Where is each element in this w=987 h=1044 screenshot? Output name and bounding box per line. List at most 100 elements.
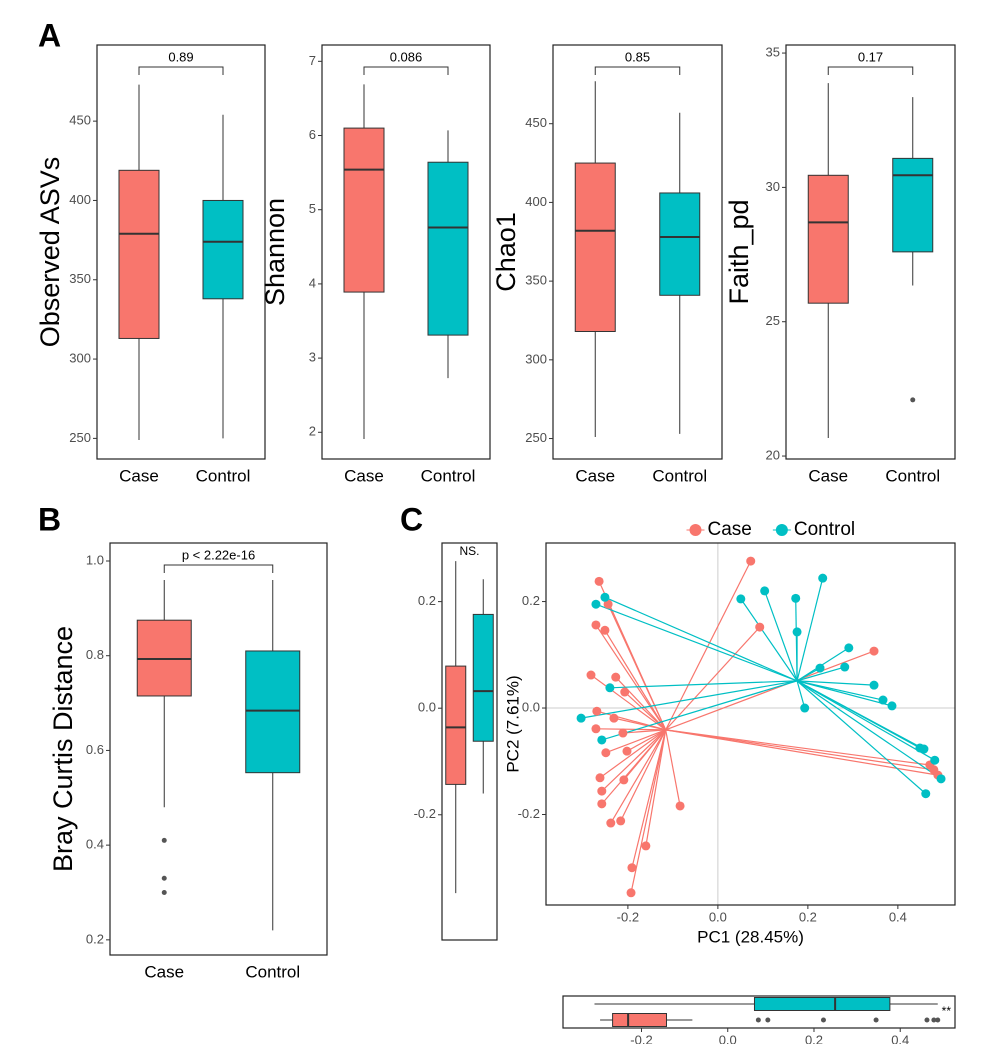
point — [736, 594, 746, 604]
y-axis-label: PC2 (7.61%) — [503, 675, 522, 772]
spider-segment — [605, 729, 666, 754]
point — [586, 670, 596, 680]
plot-frame — [441, 542, 498, 941]
y-tick-label: 20 — [766, 447, 780, 462]
point — [597, 799, 607, 809]
box — [612, 1013, 667, 1027]
legend-key — [775, 524, 788, 536]
point — [606, 818, 616, 828]
point — [616, 816, 626, 826]
spider-segment — [797, 680, 875, 686]
outlier — [935, 1017, 941, 1023]
y-tick-label: 2 — [309, 424, 316, 439]
y-tick-label: 450 — [525, 115, 547, 130]
plot-frame — [545, 542, 956, 906]
x-tick-label: Case — [808, 466, 848, 485]
x-tick-label: 0.4 — [889, 909, 907, 924]
point — [591, 620, 601, 630]
spider-segment — [764, 590, 798, 682]
legend-label: Case — [708, 519, 752, 540]
y-tick-label: 300 — [525, 351, 547, 366]
spider-segment — [796, 680, 925, 750]
plot-frame — [552, 44, 723, 460]
spider-segment — [604, 596, 798, 682]
spider-segment — [630, 729, 667, 893]
point — [597, 786, 607, 796]
point — [869, 646, 879, 656]
significance-bracket — [827, 66, 914, 75]
point — [601, 748, 611, 758]
x-tick-label: Case — [344, 466, 384, 485]
x-tick-label: Control — [245, 962, 300, 981]
spider-segment — [645, 729, 667, 847]
point — [592, 706, 602, 716]
point — [792, 627, 802, 637]
spider-segment — [599, 729, 667, 779]
outlier — [161, 837, 167, 843]
point — [609, 713, 619, 723]
x-tick-label: 0.2 — [799, 909, 817, 924]
y-tick-label: 350 — [69, 271, 91, 286]
spider-segment — [601, 680, 798, 741]
y-tick-label: 35 — [766, 44, 780, 59]
x-tick-label: -0.2 — [617, 909, 639, 924]
y-axis-label: Shannon — [260, 198, 290, 306]
x-tick-label: Control — [885, 466, 940, 485]
y-tick-label: 0.2 — [418, 593, 436, 608]
box — [427, 161, 469, 336]
spider-segment — [601, 729, 667, 805]
panel-label: C — [400, 501, 423, 537]
point — [627, 863, 637, 873]
spider-segment — [796, 680, 942, 780]
y-tick-label: 4 — [309, 275, 316, 290]
box — [118, 169, 160, 339]
plot-frame — [562, 995, 956, 1029]
y-tick-label: 25 — [766, 313, 780, 328]
spider-segment — [590, 674, 667, 731]
point — [611, 672, 621, 682]
spider-segment — [595, 603, 798, 682]
spider-segment — [665, 729, 934, 771]
box — [753, 997, 891, 1011]
y-tick-label: 0.2 — [86, 931, 104, 946]
p-value: 0.85 — [625, 49, 650, 64]
spider-segment — [595, 728, 666, 731]
spider-segment — [796, 680, 806, 709]
y-tick-label: 0.0 — [522, 699, 540, 714]
point — [594, 576, 604, 586]
point — [603, 599, 613, 609]
p-value: p < 2.22e-16 — [182, 547, 255, 562]
point — [800, 703, 810, 713]
point — [760, 586, 770, 596]
spider-segment — [796, 680, 927, 795]
spider-segment — [796, 577, 824, 682]
y-tick-label: -0.2 — [414, 806, 436, 821]
x-axis-label: PC1 (28.45%) — [697, 927, 804, 946]
panel-label: B — [38, 501, 61, 537]
spider-segment — [665, 729, 681, 807]
x-tick-label: Control — [196, 466, 251, 485]
x-tick-label: Case — [119, 466, 159, 485]
box — [574, 162, 616, 332]
spider-segment — [796, 666, 845, 682]
outlier — [820, 1017, 826, 1023]
point — [936, 774, 946, 784]
spider-segment — [622, 729, 666, 734]
x-tick-label: Case — [575, 466, 615, 485]
spider-segment — [665, 560, 752, 731]
point — [641, 841, 651, 851]
spider-segment — [665, 650, 875, 731]
outlier — [931, 1017, 937, 1023]
p-value: 0.086 — [390, 49, 423, 64]
spider-segment — [796, 680, 936, 761]
y-tick-label: 3 — [309, 350, 316, 365]
y-tick-label: 1.0 — [86, 552, 104, 567]
y-tick-label: 5 — [309, 201, 316, 216]
y-tick-label: 0.0 — [418, 700, 436, 715]
plot-frame — [96, 44, 266, 460]
x-tick-label: 0.2 — [805, 1032, 823, 1044]
box — [892, 157, 934, 253]
y-tick-label: 350 — [525, 273, 547, 288]
outlier — [910, 397, 916, 403]
